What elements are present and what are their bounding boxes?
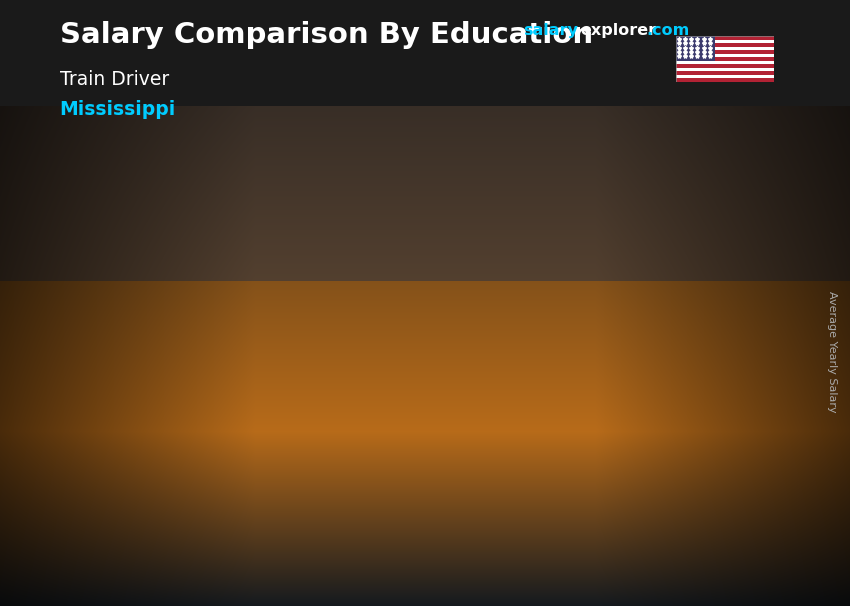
Text: Train Driver: Train Driver (60, 70, 169, 88)
Bar (676, 54, 774, 58)
Text: Average Yearly Salary: Average Yearly Salary (827, 291, 837, 412)
Text: 22,400 USD: 22,400 USD (45, 438, 135, 453)
Bar (676, 40, 774, 44)
Polygon shape (143, 401, 242, 411)
Bar (676, 44, 774, 47)
Text: Salary Comparison By Education: Salary Comparison By Education (60, 21, 592, 49)
Polygon shape (603, 281, 703, 291)
Text: 32,100 USD: 32,100 USD (366, 326, 457, 341)
Text: .com: .com (646, 23, 689, 38)
Bar (676, 50, 774, 54)
Text: explorer: explorer (581, 23, 657, 38)
Text: +43%: +43% (257, 262, 346, 290)
Bar (676, 64, 774, 68)
Bar (676, 36, 774, 40)
Polygon shape (460, 348, 473, 533)
Polygon shape (603, 291, 690, 533)
Text: Certificate or
Diploma: Certificate or Diploma (360, 553, 473, 585)
Text: High School: High School (135, 553, 237, 568)
Bar (676, 72, 774, 75)
Bar (676, 78, 774, 82)
Bar (676, 68, 774, 72)
Polygon shape (373, 358, 460, 533)
Bar (676, 47, 774, 50)
Bar (676, 75, 774, 78)
Polygon shape (373, 348, 473, 358)
Text: +38%: +38% (487, 195, 576, 222)
Bar (676, 36, 715, 61)
Polygon shape (143, 411, 230, 533)
Bar (676, 58, 774, 61)
Polygon shape (230, 401, 242, 533)
Text: Mississippi: Mississippi (60, 100, 176, 119)
Text: salary: salary (523, 23, 578, 38)
Bar (676, 61, 774, 64)
Text: 44,400 USD: 44,400 USD (602, 264, 692, 279)
Polygon shape (690, 281, 703, 533)
Text: Bachelor's
Degree: Bachelor's Degree (603, 553, 691, 585)
